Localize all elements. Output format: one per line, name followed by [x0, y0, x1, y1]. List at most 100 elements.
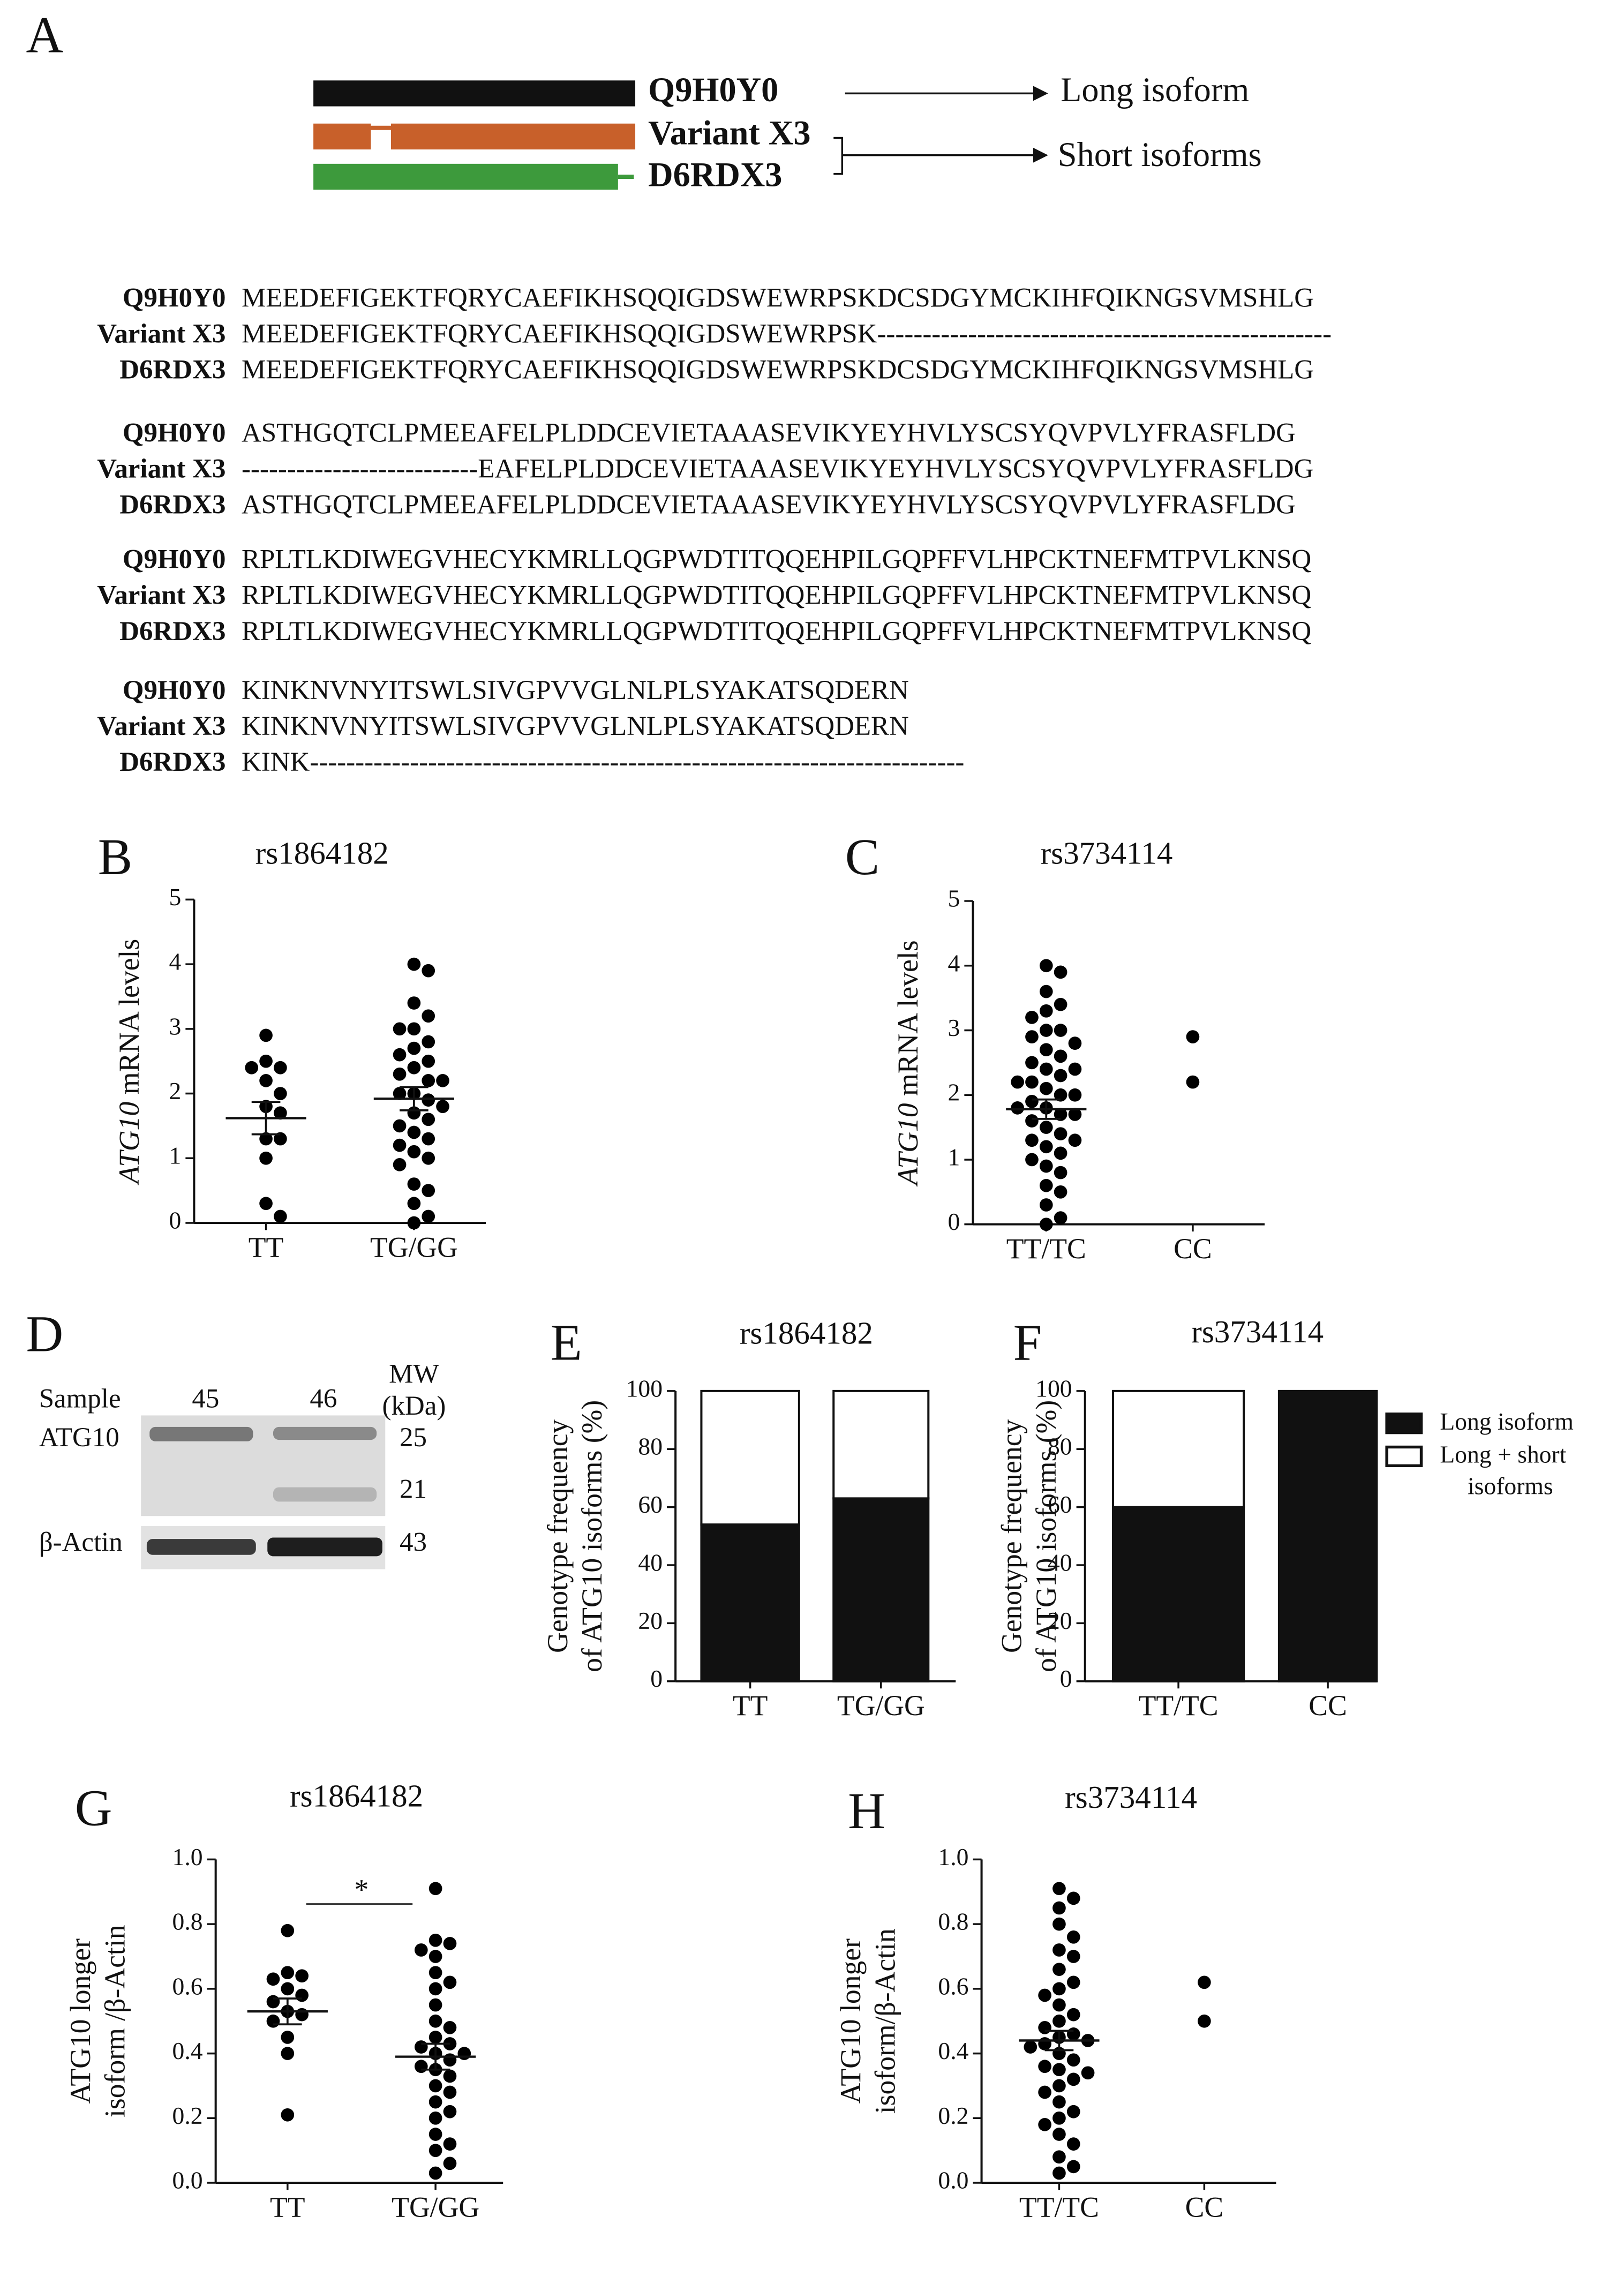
data-point — [436, 1074, 449, 1087]
data-point — [1052, 2111, 1066, 2125]
data-point — [393, 1138, 407, 1152]
y-tick-label: 1 — [169, 1142, 181, 1169]
y-tick-label: 80 — [1048, 1433, 1072, 1460]
chart-title: rs1864182 — [290, 1778, 423, 1813]
isoform-name: D6RDX3 — [648, 155, 782, 193]
y-tick-label: 40 — [1048, 1549, 1072, 1576]
data-point — [1066, 1891, 1080, 1905]
data-point — [407, 1022, 421, 1036]
data-point — [414, 1943, 428, 1957]
x-tick-label: TG/GG — [837, 1689, 925, 1722]
error-bar — [273, 1997, 302, 2026]
data-point — [422, 1209, 435, 1223]
data-point — [1052, 2095, 1066, 2109]
data-point — [1052, 1943, 1066, 1957]
data-point — [422, 1009, 435, 1023]
data-point — [1025, 1011, 1039, 1024]
sequence-name: D6RDX3 — [119, 747, 225, 777]
data-point — [428, 1998, 442, 2012]
data-point — [1052, 2150, 1066, 2164]
y-tick-label: 3 — [948, 1014, 960, 1041]
data-point — [1052, 1917, 1066, 1931]
data-point — [1039, 1062, 1053, 1076]
bar-segment — [832, 1497, 930, 1682]
data-point — [1186, 1030, 1200, 1043]
data-point — [422, 1074, 435, 1087]
y-axis-label: Genotype frequency — [996, 1419, 1028, 1653]
y-tick-label: 4 — [948, 949, 960, 976]
data-point — [1052, 2079, 1066, 2093]
row-label: β-Actin — [39, 1528, 123, 1558]
blot-band — [146, 1539, 256, 1555]
data-point — [1186, 1075, 1200, 1089]
sequence: RPLTLKDIWEGVHECYKMRLLQGPWDTITQQEHPILGQPF… — [242, 545, 1311, 575]
data-point — [274, 1209, 287, 1223]
sequence-name: Variant X3 — [97, 454, 225, 484]
data-point — [1038, 2037, 1051, 2050]
data-point — [1025, 1133, 1039, 1147]
data-point — [281, 2031, 295, 2044]
bar-segment — [1112, 1389, 1245, 1508]
y-tick-label: 0.2 — [172, 2102, 203, 2129]
data-point — [1011, 1101, 1024, 1115]
data-point — [1066, 2027, 1080, 2041]
data-point — [443, 1937, 457, 1950]
data-point — [1052, 1882, 1066, 1896]
data-point — [428, 2014, 442, 2028]
y-tick-label: 100 — [1035, 1374, 1072, 1402]
mw-header: MW — [389, 1359, 439, 1389]
data-point — [266, 1972, 280, 1986]
data-point — [1039, 1218, 1053, 1231]
sequence-name: Q9H0Y0 — [123, 283, 226, 313]
data-point — [1054, 1024, 1067, 1037]
data-point — [1025, 1075, 1039, 1089]
y-axis-label: isoform /β-Actin — [99, 1925, 131, 2117]
data-point — [1025, 1030, 1039, 1043]
sequence: MEEDEFIGEKTFQRYCAEFIKHSQQIGDSWEWRPSKDCSD… — [242, 355, 1314, 385]
data-point — [414, 2060, 428, 2073]
data-point — [393, 1022, 407, 1036]
data-point — [1068, 1088, 1082, 1102]
sample-label: 45 — [192, 1384, 219, 1414]
sequence-name: Variant X3 — [97, 711, 225, 741]
error-bar — [1032, 1098, 1061, 1120]
sequence-name: Q9H0Y0 — [123, 675, 226, 705]
y-axis-label: ATG10 longer — [834, 1939, 867, 2104]
y-axis-label: ATG10 mRNA levels — [892, 940, 924, 1186]
chart-title: rs1864182 — [740, 1315, 873, 1350]
data-point — [1038, 2118, 1051, 2131]
data-point — [1038, 2060, 1051, 2073]
data-point — [393, 1119, 407, 1133]
sequence-name: D6RDX3 — [119, 355, 225, 385]
data-point — [1054, 1069, 1067, 1083]
arrow-label: Short isoforms — [1058, 136, 1262, 174]
data-point — [1052, 1982, 1066, 1996]
data-point — [1052, 2014, 1066, 2028]
sequence: MEEDEFIGEKTFQRYCAEFIKHSQQIGDSWEWRPSKDCSD… — [242, 283, 1314, 313]
legend-label: Long isoform — [1440, 1408, 1573, 1435]
data-point — [1052, 1963, 1066, 1976]
data-point — [1066, 2008, 1080, 2022]
x-tick-label: CC — [1309, 1689, 1347, 1722]
data-point — [1054, 1108, 1067, 1121]
mw-value: 21 — [400, 1474, 427, 1504]
data-point — [281, 1966, 295, 1980]
sequence-name: D6RDX3 — [119, 617, 225, 647]
data-point — [414, 2040, 428, 2054]
data-point — [428, 2144, 442, 2158]
data-point — [1052, 1901, 1066, 1915]
error-bar — [251, 1101, 281, 1136]
y-axis-label-gene: ATG10 — [113, 1102, 145, 1185]
data-point — [1052, 2128, 1066, 2141]
data-point — [1052, 2166, 1066, 2180]
y-tick-label: 1 — [948, 1143, 960, 1170]
data-point — [1039, 1198, 1053, 1212]
data-point — [1039, 959, 1053, 973]
y-tick-label: 20 — [638, 1607, 663, 1634]
chart-title: rs3734114 — [1065, 1779, 1197, 1815]
y-axis-label: of ATG10 isoforms (%) — [1030, 1400, 1062, 1672]
chart-title: rs1864182 — [255, 835, 389, 870]
data-point — [1054, 997, 1067, 1011]
sample-label: 46 — [310, 1384, 337, 1414]
data-point — [259, 1132, 273, 1146]
